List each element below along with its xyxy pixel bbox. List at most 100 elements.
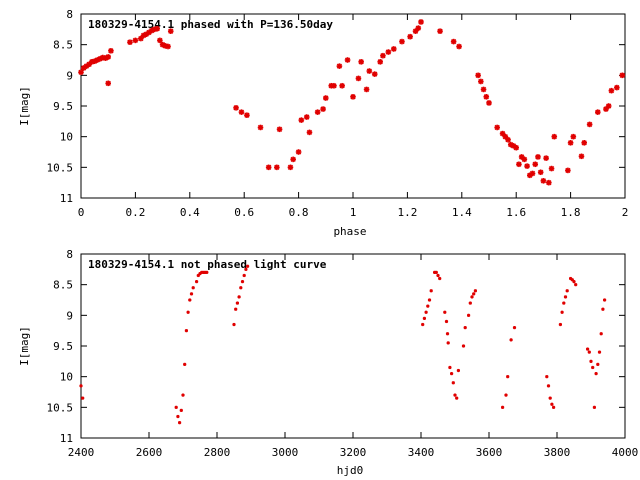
data-point (78, 69, 84, 76)
y-axis-title: I[mag] (18, 86, 31, 126)
x-ticks: 2400 2600 2800 3000 3200 3400 3600 3800 4000 (68, 254, 638, 459)
data-point (239, 286, 243, 290)
data-point (572, 279, 576, 284)
data-point (238, 109, 245, 115)
data-points (79, 264, 607, 425)
data-point (563, 295, 568, 299)
y-tick-label: 10 (60, 371, 73, 384)
data-point (486, 100, 492, 106)
data-point (532, 161, 539, 168)
data-points (78, 19, 626, 186)
data-point (232, 322, 236, 327)
data-point (422, 316, 427, 321)
x-tick-label: 1.2 (397, 206, 417, 219)
data-point (424, 310, 428, 314)
data-point (407, 33, 413, 40)
x-tick-label: 3000 (272, 446, 299, 459)
data-point (589, 359, 593, 363)
x-axis-title: phase (333, 225, 366, 238)
data-point (167, 28, 174, 34)
data-point (331, 82, 337, 89)
y-tick-label: 9 (66, 309, 73, 322)
data-point (587, 350, 591, 354)
y-tick-label: 8.5 (53, 39, 73, 52)
data-point (363, 86, 370, 93)
data-point (601, 307, 605, 311)
data-point (191, 286, 195, 290)
y-tick-label: 9.5 (53, 100, 73, 113)
data-point (421, 322, 425, 327)
data-point (585, 347, 590, 351)
data-point (540, 178, 547, 184)
y-tick-label: 10.5 (47, 161, 74, 174)
data-point (303, 114, 310, 120)
data-point (265, 164, 272, 171)
data-point (448, 365, 452, 370)
data-point (412, 28, 419, 34)
data-point (500, 405, 505, 409)
data-point (244, 112, 250, 118)
data-point (358, 59, 364, 65)
y-tick-label: 9.5 (53, 340, 73, 353)
data-point (608, 87, 615, 94)
data-point (314, 109, 321, 115)
data-point (466, 313, 471, 317)
data-point (323, 95, 329, 101)
x-tick-label: 2 (622, 206, 629, 219)
data-point (437, 28, 443, 34)
unphased-light-curve-chart: 180329-4154.1 not phased light curve hjd… (18, 248, 638, 477)
data-point (475, 72, 481, 79)
data-point (336, 63, 343, 69)
data-point (543, 155, 549, 161)
data-point (174, 405, 178, 409)
data-point (574, 283, 578, 287)
data-point (551, 133, 558, 140)
data-point (605, 103, 612, 109)
data-point (380, 52, 386, 59)
data-point (529, 170, 536, 177)
data-point (240, 279, 245, 284)
data-point (436, 273, 440, 278)
y-tick-label: 9 (66, 69, 73, 82)
data-point (551, 405, 556, 409)
x-tick-label: 3200 (340, 446, 367, 459)
data-point (535, 154, 541, 160)
data-point (184, 329, 189, 333)
x-tick-label: 0.6 (234, 206, 254, 219)
data-point (434, 270, 438, 275)
data-point (614, 84, 620, 91)
data-point (188, 298, 192, 302)
y-tick-label: 10 (60, 131, 73, 144)
data-point (473, 289, 478, 293)
y-tick-label: 11 (60, 192, 73, 205)
data-point (274, 164, 280, 171)
data-point (570, 133, 577, 140)
x-tick-label: 1.8 (561, 206, 581, 219)
x-tick-label: 0.4 (180, 206, 200, 219)
data-point (494, 124, 500, 131)
data-point (105, 54, 111, 60)
data-point (513, 144, 519, 151)
data-point (444, 319, 449, 324)
data-point (418, 19, 424, 25)
data-point (298, 117, 305, 123)
data-point (596, 362, 600, 367)
data-point (176, 414, 180, 419)
x-tick-label: 1.4 (452, 206, 472, 219)
data-point (290, 156, 296, 163)
data-point (592, 405, 597, 409)
y-ticks: 8 8.5 9 9.5 10 10.5 11 (47, 248, 625, 445)
data-point (560, 310, 564, 314)
data-point (445, 332, 450, 336)
data-point (463, 325, 467, 330)
x-tick-label: 1 (350, 206, 357, 219)
data-point (165, 43, 171, 50)
data-point (506, 375, 510, 379)
data-point (244, 267, 248, 271)
data-point (516, 161, 522, 168)
data-point (81, 396, 85, 400)
plot-frame (80, 13, 626, 199)
data-point (581, 140, 587, 146)
data-point (132, 37, 139, 44)
data-point (339, 82, 345, 89)
